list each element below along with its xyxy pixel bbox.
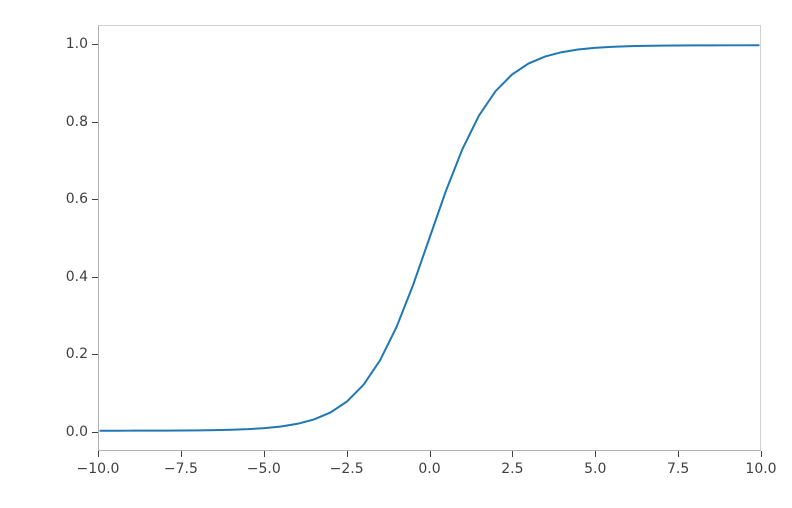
y-tick bbox=[92, 354, 98, 355]
x-tick bbox=[761, 451, 762, 457]
x-tick-label: −5.0 bbox=[247, 461, 281, 477]
x-tick-label: −10.0 bbox=[77, 461, 120, 477]
y-tick-label: 0.4 bbox=[62, 269, 88, 285]
y-tick bbox=[92, 199, 98, 200]
x-tick bbox=[181, 451, 182, 457]
y-tick-label: 0.2 bbox=[62, 346, 88, 362]
x-tick bbox=[512, 451, 513, 457]
plot-svg bbox=[99, 26, 760, 450]
y-tick-label: 0.8 bbox=[62, 114, 88, 130]
x-tick bbox=[595, 451, 596, 457]
x-tick-label: 10.0 bbox=[745, 461, 776, 477]
x-tick bbox=[347, 451, 348, 457]
y-tick bbox=[92, 44, 98, 45]
x-tick bbox=[264, 451, 265, 457]
y-tick-label: 1.0 bbox=[62, 36, 88, 52]
axes bbox=[98, 25, 761, 451]
series-sigmoid bbox=[100, 45, 760, 430]
y-tick bbox=[92, 122, 98, 123]
y-tick-label: 0.0 bbox=[62, 424, 88, 440]
x-tick bbox=[430, 451, 431, 457]
x-tick-label: 0.0 bbox=[418, 461, 440, 477]
x-tick-label: −7.5 bbox=[164, 461, 198, 477]
x-tick-label: 5.0 bbox=[584, 461, 606, 477]
y-tick-label: 0.6 bbox=[62, 191, 88, 207]
x-tick bbox=[98, 451, 99, 457]
x-tick-label: −2.5 bbox=[330, 461, 364, 477]
y-tick bbox=[92, 432, 98, 433]
x-tick bbox=[678, 451, 679, 457]
figure: −10.0 −7.5 −5.0 −2.5 0.0 2.5 5.0 7.5 10.0 0.0 0.2 0… bbox=[0, 0, 792, 508]
x-tick-label: 2.5 bbox=[501, 461, 523, 477]
y-tick bbox=[92, 277, 98, 278]
x-tick-label: 7.5 bbox=[667, 461, 689, 477]
